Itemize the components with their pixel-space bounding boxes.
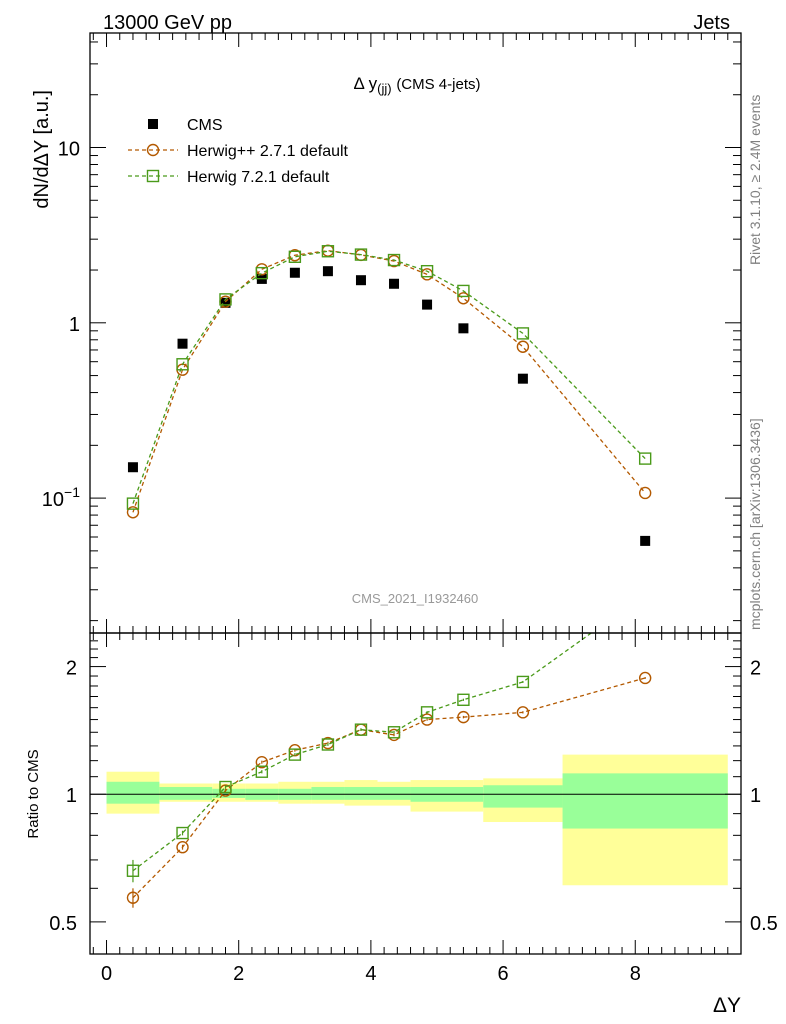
ratio-point-herwigpp — [457, 710, 470, 724]
main-point-herwig7 — [176, 358, 189, 371]
ratio-point-herwigpp — [176, 841, 189, 854]
main-point-herwig7 — [288, 250, 302, 263]
ratio-plot-frame — [89, 632, 742, 955]
main-point-herwig7 — [457, 284, 470, 298]
analysis-id-watermark: CMS_2021_I1932460 — [352, 591, 479, 606]
main-y-tick-label: 10−1 — [42, 484, 80, 511]
ratio-uncertainty-bands — [106, 754, 728, 886]
legend-label-herwig7: Herwig 7.2.1 default — [187, 169, 330, 186]
x-tick-label: 4 — [365, 963, 376, 985]
main-point-herwig7 — [219, 293, 232, 306]
ratio-point-herwig7 — [126, 864, 140, 877]
main-point-cms — [322, 266, 333, 277]
ratio-point-herwigpp — [420, 713, 434, 726]
main-series-layer — [126, 244, 652, 546]
ratio-point-herwigpp — [516, 706, 530, 719]
legend-marker-herwigpp — [146, 143, 160, 157]
main-point-herwig7 — [255, 266, 269, 280]
ratio-point-herwigpp — [638, 671, 652, 685]
ratio-point-herwigpp — [126, 891, 140, 904]
ratio-point-herwig7 — [354, 723, 368, 736]
main-point-cms — [220, 297, 231, 308]
x-axis-label: ΔY — [713, 994, 741, 1017]
ratio-point-herwig7 — [288, 748, 302, 761]
main-line-herwig7 — [132, 250, 646, 504]
main-point-cms — [422, 299, 433, 310]
ratio-point-herwigpp — [255, 755, 269, 769]
main-point-herwig7 — [420, 264, 434, 278]
main-point-herwigpp — [457, 292, 470, 305]
x-tick-label: 6 — [498, 963, 509, 985]
main-point-herwigpp — [638, 486, 652, 500]
header-energy-label: 13000 GeV pp — [103, 12, 232, 34]
main-point-herwig7 — [638, 452, 652, 465]
legend-label-herwigpp: Herwig++ 2.7.1 default — [187, 143, 349, 160]
ratio-y-tick-labels: 0.5 0.5 1 1 2 2 — [49, 658, 778, 935]
ratio-band-inner — [377, 787, 411, 800]
ratio-band-inner — [562, 773, 728, 829]
mcplots-reference-label: mcplots.cern.ch [arXiv:1306.3436] — [747, 418, 763, 630]
legend-marker-herwig7 — [146, 169, 160, 183]
ratio-series-layer — [126, 589, 652, 908]
main-point-cms — [458, 323, 469, 334]
main-point-herwig7 — [516, 327, 530, 340]
legend: CMS Herwig++ 2.7.1 default Herwig 7.2.1 de… — [128, 117, 349, 186]
ratio-y-tick-label-left: 2 — [66, 658, 77, 680]
legend-label-cms: CMS — [187, 117, 223, 134]
plot-title: Δ y(jj) (CMS 4-jets) — [354, 74, 481, 96]
x-tick-labels: 0 2 4 6 8 — [101, 963, 641, 985]
ratio-point-herwig7 — [219, 780, 232, 794]
main-y-tick-label: 10 — [58, 139, 80, 161]
legend-marker-cms — [148, 119, 158, 129]
ratio-line-herwig7 — [132, 633, 593, 872]
header-jets-label: Jets — [693, 12, 730, 34]
x-tick-label: 0 — [101, 963, 112, 985]
main-point-cms — [355, 275, 366, 286]
ratio-y-tick-label-right: 1 — [750, 785, 761, 807]
ratio-y-axis-label: Ratio to CMS — [25, 749, 42, 838]
main-point-cms — [640, 535, 651, 546]
x-tick-label: 8 — [630, 963, 641, 985]
ratio-band-inner — [212, 788, 246, 798]
main-point-cms — [389, 278, 400, 289]
ratio-y-tick-label-left: 1 — [66, 785, 77, 807]
ratio-y-tick-label-left: 0.5 — [49, 913, 77, 935]
x-tick-label: 2 — [233, 963, 244, 985]
ratio-band-inner — [159, 787, 213, 800]
ratio-band-inner — [311, 787, 345, 800]
rivet-version-label: Rivet 3.1.10, ≥ 2.4M events — [747, 95, 763, 265]
main-y-tick-labels: 10−1 1 10 — [42, 139, 80, 512]
ratio-y-tick-label-right: 2 — [750, 658, 761, 680]
main-y-axis-label: dN/dΔY [a.u.] — [31, 90, 53, 209]
main-point-herwig7 — [126, 497, 140, 510]
ratio-point-herwig7 — [457, 693, 470, 706]
main-point-herwigpp — [126, 506, 140, 519]
axis-ticks — [90, 33, 742, 954]
ratio-band-inner — [344, 787, 378, 800]
main-point-cms — [177, 338, 188, 349]
main-point-cms — [289, 267, 300, 278]
main-point-cms — [127, 462, 138, 473]
ratio-point-herwig7 — [176, 826, 189, 840]
ratio-point-herwig7 — [420, 706, 434, 719]
main-point-herwig7 — [321, 245, 335, 258]
ratio-point-herwig7 — [321, 738, 335, 751]
main-y-tick-label: 1 — [69, 314, 80, 336]
ratio-point-herwig7 — [387, 726, 401, 739]
ratio-band-inner — [106, 781, 160, 804]
ratio-point-herwig7 — [516, 675, 530, 689]
main-point-cms — [517, 373, 528, 384]
main-point-herwig7 — [354, 248, 368, 261]
ratio-band-inner — [483, 785, 563, 808]
ratio-point-herwig7 — [640, 589, 651, 600]
ratio-y-tick-label-right: 0.5 — [750, 913, 778, 935]
ratio-point-herwig7 — [255, 765, 269, 778]
main-point-herwig7 — [387, 253, 401, 267]
main-point-herwigpp — [516, 340, 530, 353]
main-line-herwigpp — [132, 249, 646, 513]
